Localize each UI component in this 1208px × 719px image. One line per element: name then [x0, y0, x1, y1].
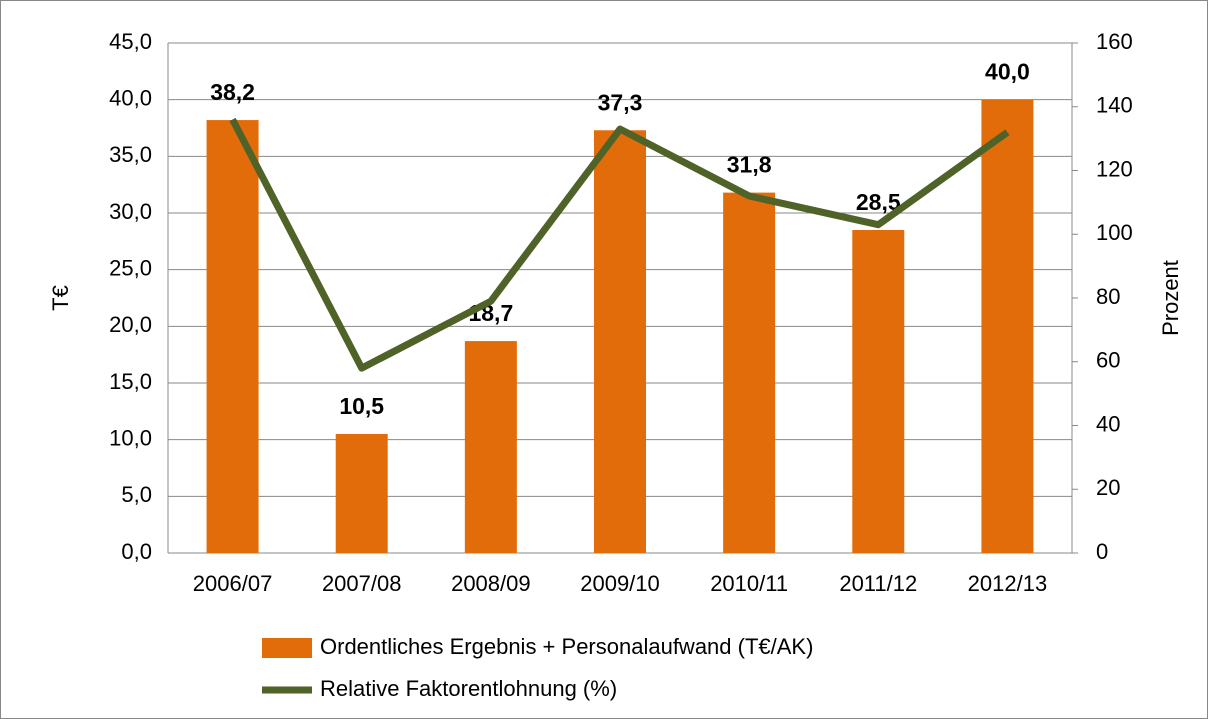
x-tick-label: 2007/08: [322, 571, 402, 596]
y-tick-label: 45,0: [109, 29, 152, 54]
x-tick-label: 2011/12: [839, 571, 917, 596]
y-tick-label: 10,0: [109, 425, 152, 450]
y-tick-label: 5,0: [121, 482, 152, 507]
y2-tick-label: 80: [1096, 284, 1120, 309]
bar: [335, 434, 388, 553]
legend-label: Ordentliches Ergebnis + Personalaufwand …: [320, 634, 813, 659]
x-tick-label: 2012/13: [968, 571, 1048, 596]
bar: [981, 99, 1034, 554]
y2-tick-label: 100: [1096, 220, 1133, 245]
legend-label: Relative Faktorentlohnung (%): [320, 676, 617, 701]
legend-swatch: [262, 638, 312, 658]
data-label: 38,2: [210, 79, 255, 105]
y-tick-label: 30,0: [109, 199, 152, 224]
y-tick-label: 40,0: [109, 85, 152, 110]
data-label: 10,5: [339, 393, 384, 419]
y-tick-label: 35,0: [109, 142, 152, 167]
x-tick-label: 2008/09: [451, 571, 531, 596]
y-tick-label: 20,0: [109, 312, 152, 337]
y2-tick-label: 20: [1096, 475, 1120, 500]
bar: [464, 341, 517, 553]
x-tick-label: 2009/10: [580, 571, 660, 596]
x-tick-label: 2006/07: [193, 571, 273, 596]
bar: [852, 230, 905, 553]
line: [229, 117, 1010, 372]
data-label: 31,8: [727, 152, 772, 178]
y2-tick-label: 60: [1096, 348, 1120, 373]
y2-tick-label: 160: [1096, 29, 1133, 54]
data-label: 37,3: [598, 89, 643, 115]
bar: [206, 120, 259, 554]
data-label: 40,0: [985, 59, 1030, 85]
x-tick-label: 2010/11: [710, 571, 788, 596]
y2-tick-label: 0: [1096, 539, 1108, 564]
bar: [723, 192, 776, 553]
y-axis-title: T€: [48, 285, 73, 311]
y-tick-label: 25,0: [109, 255, 152, 280]
y2-tick-label: 140: [1096, 93, 1133, 118]
y2-tick-label: 40: [1096, 411, 1120, 436]
y-tick-label: 15,0: [109, 369, 152, 394]
bar: [594, 130, 646, 553]
y2-axis-title: Prozent: [1158, 260, 1183, 336]
y2-tick-label: 120: [1096, 156, 1133, 181]
y-tick-label: 0,0: [121, 539, 152, 564]
